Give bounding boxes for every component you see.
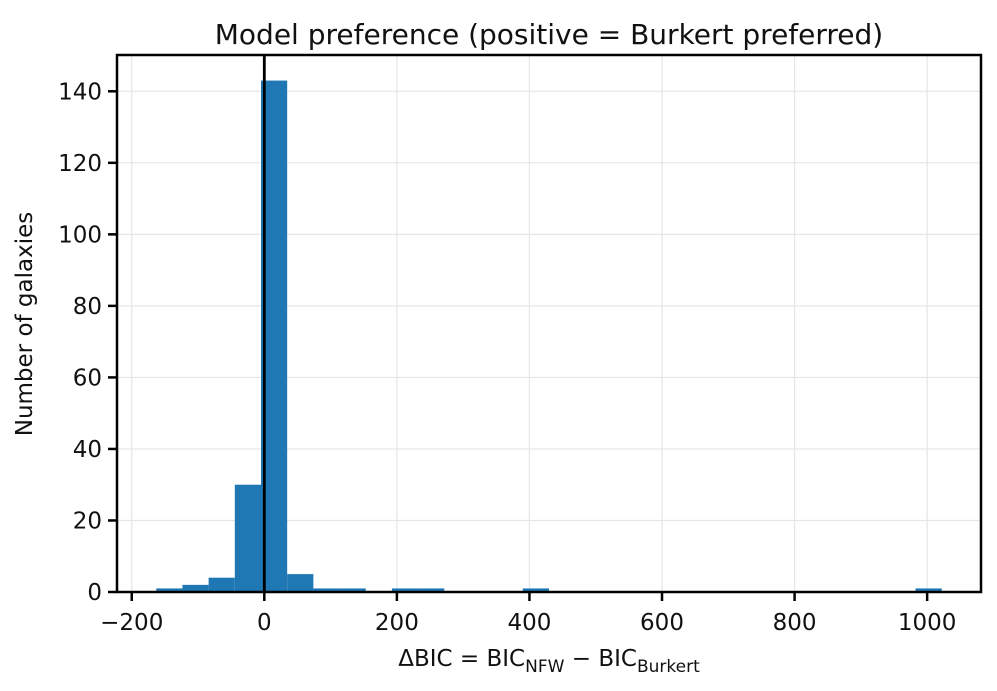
histogram-bar xyxy=(182,584,209,592)
histogram-bar xyxy=(522,588,549,592)
chart-title: Model preference (positive = Burkert pre… xyxy=(215,18,883,51)
histogram-bar xyxy=(391,588,419,592)
x-tick-label: −200 xyxy=(100,610,163,636)
histogram-bar xyxy=(339,588,366,592)
x-axis-label-segment: ΔBIC = BIC xyxy=(398,646,525,672)
histogram-bar xyxy=(313,588,340,592)
histogram-bar xyxy=(915,588,942,592)
y-tick-label: 60 xyxy=(73,365,102,391)
x-axis-label: ΔBIC = BICNFW − BICBurkert xyxy=(398,646,700,677)
x-tick-label: 200 xyxy=(375,610,419,636)
x-tick-label: 600 xyxy=(640,610,684,636)
x-axis-label-subscript: Burkert xyxy=(637,657,700,677)
histogram-bar xyxy=(156,588,183,592)
y-tick-label: 80 xyxy=(73,294,102,320)
plot-frame xyxy=(115,53,983,594)
y-tick-label: 40 xyxy=(73,437,102,463)
histogram-bar xyxy=(234,484,261,592)
x-axis-label-subscript: NFW xyxy=(525,657,564,677)
histogram-bar xyxy=(208,577,235,592)
x-axis-ticks: −200 0 200 400 600 800 1000 xyxy=(100,592,956,636)
y-axis-label: Number of galaxies xyxy=(12,212,38,437)
y-tick-label: 120 xyxy=(58,151,102,177)
y-tick-label: 0 xyxy=(87,580,102,606)
y-tick-label: 140 xyxy=(58,79,102,105)
histogram-bars xyxy=(156,80,942,593)
x-tick-label: 0 xyxy=(257,610,272,636)
histogram-bar xyxy=(287,574,314,592)
y-tick-label: 20 xyxy=(73,508,102,534)
x-tick-label: 400 xyxy=(507,610,551,636)
x-tick-label: 800 xyxy=(773,610,817,636)
y-tick-label: 100 xyxy=(58,222,102,248)
y-axis-ticks: 0 20 40 60 80 100 120 140 xyxy=(58,79,117,606)
x-tick-label: 1000 xyxy=(898,610,957,636)
x-axis-label-segment: BIC xyxy=(598,646,637,672)
histogram-bar xyxy=(418,588,445,592)
x-axis-label-segment: − xyxy=(564,646,598,672)
